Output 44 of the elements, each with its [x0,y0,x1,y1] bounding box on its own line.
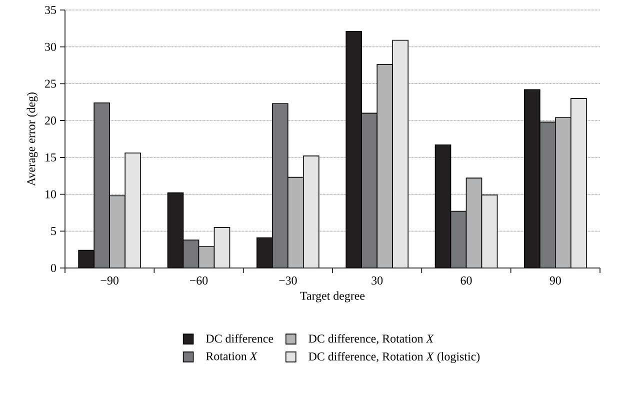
bar [183,240,199,268]
y-tick-label: 15 [46,153,56,162]
legend-label: Rotation X [206,352,258,360]
y-tick-label: 0 [50,264,56,272]
bar [346,31,362,268]
x-tick-label: −30 [279,276,297,285]
legend-label: DC difference, Rotation X [308,334,434,344]
bar [168,192,184,268]
bar [570,98,587,268]
bar [214,227,230,268]
bar [435,144,451,268]
legend-label: DC difference, Rotation X (logistic) [308,352,480,363]
bar [256,238,272,268]
y-tick-label: 20 [45,116,56,125]
bar [466,178,482,268]
bar [94,102,110,268]
bar [362,113,378,268]
x-tick-label: −90 [100,276,118,285]
x-tick-label: −60 [190,276,208,285]
bar [78,250,94,268]
bar [524,89,540,268]
bar [377,64,393,268]
x-axis-title: Target degree [300,291,365,302]
bar [272,104,288,268]
y-tick-label: 25 [45,80,56,88]
bar [198,246,214,268]
bar [392,40,408,268]
bar [303,156,319,268]
y-tick-label: 30 [45,42,56,51]
x-tick-label: 60 [460,276,472,285]
bar [288,177,304,268]
bar [110,196,126,268]
x-tick-label: 90 [550,276,561,285]
bar [450,211,466,268]
bar [540,122,556,268]
legend-label: DC difference [206,334,274,343]
bar [555,117,572,268]
bar [482,195,498,268]
x-tick-label: 30 [372,276,383,285]
bar [125,153,141,268]
y-tick-label: 5 [51,227,56,236]
y-tick-label: 10 [46,190,56,198]
y-axis-title: Average error (deg) [26,92,38,186]
y-tick-label: 35 [45,6,56,14]
